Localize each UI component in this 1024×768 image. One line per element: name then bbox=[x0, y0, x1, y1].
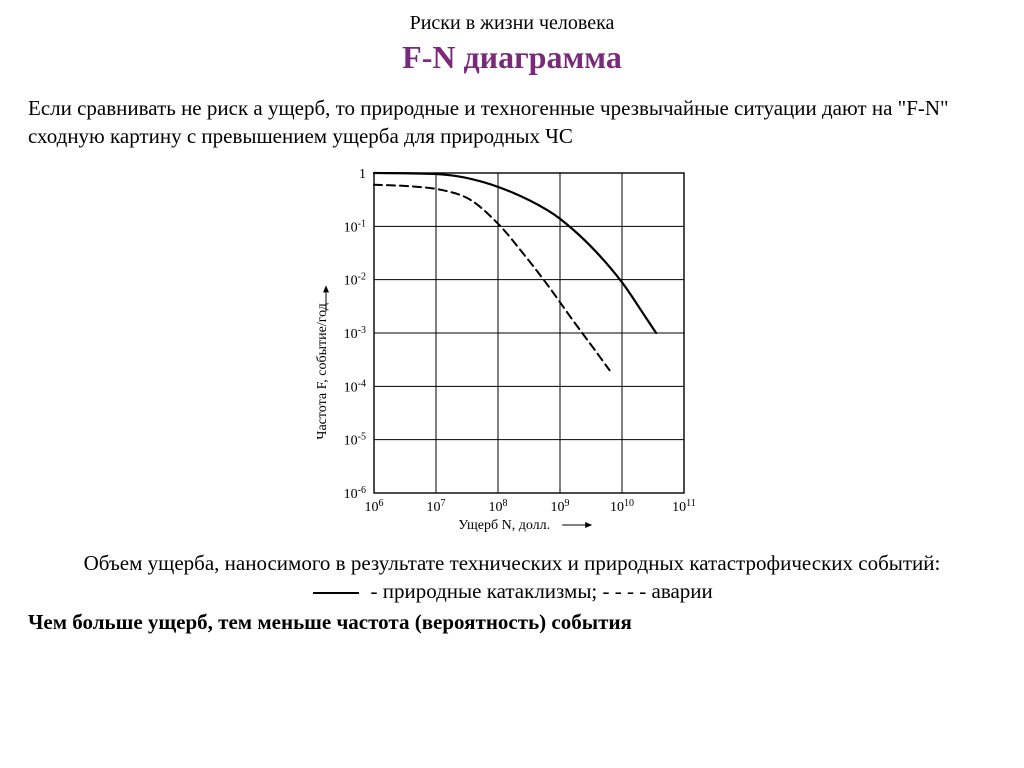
svg-text:10-5: 10-5 bbox=[344, 431, 366, 449]
svg-text:10-4: 10-4 bbox=[344, 378, 366, 396]
svg-text:1011: 1011 bbox=[672, 497, 696, 515]
page-supertitle: Риски в жизни человека bbox=[28, 12, 996, 35]
legend-solid-sample bbox=[313, 592, 359, 594]
page-title: F-N диаграмма bbox=[28, 39, 996, 76]
fn-chart: 106 107 108 109 1010 1011 10-6 10-5 10-4 10-3 10-2… bbox=[302, 159, 722, 539]
chart-legend: - природные катаклизмы; - - - - аварии bbox=[28, 579, 996, 604]
svg-text:1: 1 bbox=[359, 167, 366, 182]
svg-text:108: 108 bbox=[489, 497, 508, 515]
legend-dashed-label: - аварии bbox=[634, 579, 713, 603]
svg-text:109: 109 bbox=[551, 497, 570, 515]
svg-text:10-6: 10-6 bbox=[344, 484, 366, 502]
intro-paragraph: Если сравнивать не риск а ущерб, то прир… bbox=[28, 94, 996, 151]
svg-text:1010: 1010 bbox=[610, 497, 634, 515]
x-axis-label: Ущерб N, долл. bbox=[458, 518, 550, 533]
conclusion-text: Чем больше ущерб, тем меньше частота (ве… bbox=[28, 610, 996, 635]
series-accidents bbox=[374, 184, 610, 370]
svg-text:10-2: 10-2 bbox=[344, 271, 366, 289]
legend-solid-label: - природные катаклизмы; bbox=[365, 579, 602, 603]
fn-chart-svg: 106 107 108 109 1010 1011 10-6 10-5 10-4 10-3 10-2… bbox=[302, 159, 722, 539]
legend-dashed-sample: - - - bbox=[603, 579, 634, 603]
y-axis-label: Частота F, событие/год bbox=[315, 303, 330, 440]
svg-text:10-1: 10-1 bbox=[344, 218, 366, 236]
svg-text:10-3: 10-3 bbox=[344, 324, 366, 342]
svg-text:107: 107 bbox=[427, 497, 446, 515]
series-natural bbox=[374, 173, 656, 333]
svg-text:106: 106 bbox=[365, 497, 384, 515]
chart-caption: Объем ущерба, наносимого в результате те… bbox=[28, 549, 996, 577]
